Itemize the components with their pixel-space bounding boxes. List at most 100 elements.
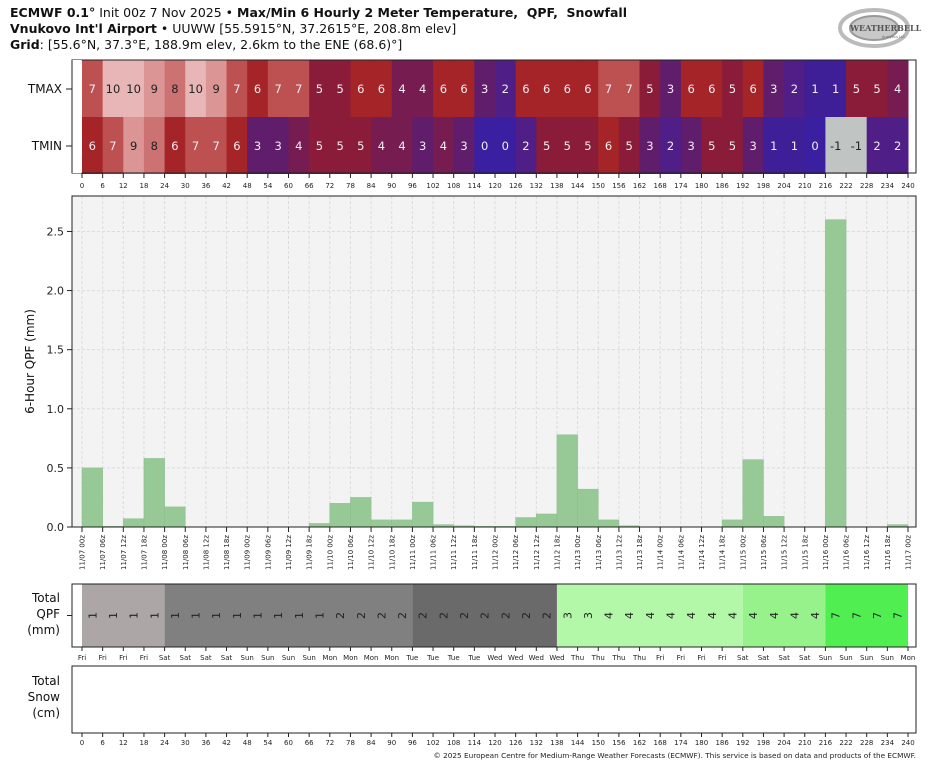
x-tick-label: 192 bbox=[736, 182, 749, 190]
row-label-tmin: TMIN bbox=[31, 139, 62, 153]
y-tick-label: 1.5 bbox=[47, 344, 65, 357]
heatmap-value: 7 bbox=[295, 82, 302, 96]
heatmap-cell-tmax bbox=[680, 60, 702, 117]
qpf-bar bbox=[598, 519, 620, 528]
heatmap-cell-tmin bbox=[639, 117, 661, 174]
total-qpf-value: 2 bbox=[458, 612, 471, 619]
x-tick-label: 48 bbox=[243, 739, 252, 747]
init-time: Init 00z 7 Nov 2025 • bbox=[95, 5, 238, 20]
day-label: Fri bbox=[78, 654, 86, 662]
x-tick-label: 126 bbox=[509, 182, 523, 190]
heatmap-cell-tmax bbox=[205, 60, 228, 117]
heatmap-value: 10 bbox=[106, 82, 121, 96]
x-tick-label: 186 bbox=[715, 182, 729, 190]
heatmap-value: 6 bbox=[605, 139, 612, 153]
x-tick-label: 11/09 00z bbox=[244, 535, 252, 570]
day-label: Mon bbox=[343, 654, 358, 662]
total-qpf-value: 2 bbox=[541, 612, 554, 619]
day-label: Fri bbox=[656, 654, 664, 662]
heatmap-cell-tmax bbox=[102, 60, 124, 117]
qpf-bar bbox=[515, 517, 537, 528]
total-qpf-value: 7 bbox=[892, 612, 905, 619]
x-tick-label: 11/12 12z bbox=[533, 535, 541, 570]
x-tick-label: 18 bbox=[139, 182, 148, 190]
x-tick-label: 204 bbox=[777, 182, 791, 190]
day-label: Sat bbox=[200, 654, 212, 662]
heatmap-value: 1 bbox=[791, 139, 798, 153]
heatmap-cell-tmax bbox=[763, 60, 785, 117]
heatmap-value: 9 bbox=[130, 139, 137, 153]
heatmap-cell-tmin bbox=[205, 117, 228, 174]
heatmap-cell-tmax bbox=[722, 60, 744, 117]
heatmap-value: 9 bbox=[213, 82, 220, 96]
heatmap-value: 5 bbox=[316, 82, 323, 96]
total-qpf-value: 4 bbox=[809, 612, 822, 619]
x-tick-label: 11/08 12z bbox=[202, 535, 210, 570]
heatmap-cell-tmax bbox=[784, 60, 806, 117]
total-qpf-segment bbox=[412, 584, 557, 647]
x-tick-label: 11/12 06z bbox=[512, 535, 520, 570]
heatmap-cell-tmin bbox=[536, 117, 558, 174]
day-label: Fri bbox=[140, 654, 148, 662]
svg-text:Analytics LLC: Analytics LLC bbox=[882, 35, 906, 39]
x-tick-label: 198 bbox=[757, 739, 770, 747]
x-tick-label: 78 bbox=[346, 182, 355, 190]
x-tick-label: 222 bbox=[839, 182, 852, 190]
x-tick-label: 11/12 00z bbox=[492, 535, 500, 570]
total-qpf-value: 4 bbox=[644, 612, 657, 619]
station-info: • UUWW [55.5915°N, 37.2615°E, 208.8m ele… bbox=[156, 21, 457, 36]
heatmap-value: 3 bbox=[481, 82, 488, 96]
heatmap-value: 5 bbox=[357, 139, 364, 153]
heatmap-value: 2 bbox=[791, 82, 798, 96]
day-label: Sat bbox=[221, 654, 233, 662]
day-label: Fri bbox=[119, 654, 127, 662]
x-tick-label: 11/14 00z bbox=[657, 535, 665, 570]
total-qpf-value: 1 bbox=[86, 612, 99, 619]
heatmap-cell-tmin bbox=[453, 117, 475, 174]
heatmap-value: 6 bbox=[254, 82, 261, 96]
heatmap-cell-tmax bbox=[123, 60, 145, 117]
day-label: Mon bbox=[384, 654, 399, 662]
qpf-bar bbox=[391, 519, 413, 528]
day-label: Sat bbox=[180, 654, 192, 662]
heatmap-value: 6 bbox=[89, 139, 96, 153]
x-tick-label: 228 bbox=[860, 739, 873, 747]
day-label: Sun bbox=[282, 654, 295, 662]
day-label: Thu bbox=[632, 654, 646, 662]
x-tick-label: 234 bbox=[881, 182, 895, 190]
total-qpf-label: (mm) bbox=[27, 623, 60, 637]
x-tick-label: 11/10 12z bbox=[368, 535, 376, 570]
heatmap-cell-tmin bbox=[763, 117, 785, 174]
heatmap-cell-tmax bbox=[329, 60, 351, 117]
heatmap-cell-tmin bbox=[515, 117, 537, 174]
x-tick-label: 174 bbox=[674, 182, 688, 190]
x-tick-label: 132 bbox=[530, 182, 543, 190]
day-label: Fri bbox=[677, 654, 685, 662]
total-qpf-value: 2 bbox=[334, 612, 347, 619]
day-label: Mon bbox=[901, 654, 916, 662]
heatmap-value: 3 bbox=[688, 139, 695, 153]
heatmap-cell-tmin bbox=[309, 117, 331, 174]
qpf-bar bbox=[556, 434, 578, 528]
heatmap-value: -1 bbox=[830, 139, 841, 153]
heatmap-cell-tmin bbox=[433, 117, 455, 174]
heatmap-cell-tmin bbox=[247, 117, 269, 174]
qpf-bar bbox=[412, 501, 434, 528]
x-tick-label: 11/10 18z bbox=[388, 535, 396, 570]
x-tick-label: 48 bbox=[243, 182, 252, 190]
total-qpf-value: 3 bbox=[582, 612, 595, 619]
heatmap-value: 5 bbox=[584, 139, 591, 153]
total-qpf-value: 1 bbox=[190, 612, 203, 619]
day-label: Sun bbox=[302, 654, 315, 662]
x-tick-label: 11/13 18z bbox=[636, 535, 644, 570]
heatmap-value: 3 bbox=[646, 139, 653, 153]
x-tick-label: 54 bbox=[263, 182, 272, 190]
day-label: Sun bbox=[860, 654, 873, 662]
heatmap-value: 1 bbox=[770, 139, 777, 153]
heatmap-value: 9 bbox=[151, 82, 158, 96]
heatmap-value: 6 bbox=[460, 82, 467, 96]
heatmap-cell-tmax bbox=[742, 60, 764, 117]
heatmap-pad bbox=[72, 60, 82, 173]
x-tick-label: 174 bbox=[674, 739, 688, 747]
x-tick-label: 234 bbox=[881, 739, 895, 747]
